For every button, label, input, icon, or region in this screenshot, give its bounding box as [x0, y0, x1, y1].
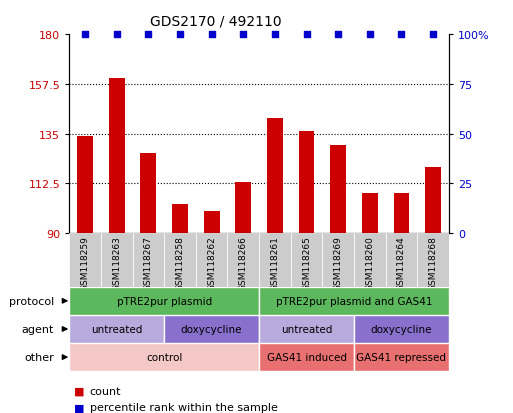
Text: pTRE2pur plasmid and GAS41: pTRE2pur plasmid and GAS41: [275, 296, 432, 306]
Text: GSM118264: GSM118264: [397, 236, 406, 291]
Text: count: count: [90, 386, 121, 396]
Text: percentile rank within the sample: percentile rank within the sample: [90, 402, 278, 412]
Point: [113, 32, 121, 38]
Bar: [267, 119, 283, 233]
Point: [207, 32, 215, 38]
Bar: [417, 233, 449, 287]
Text: ■: ■: [74, 402, 85, 412]
Bar: [259, 233, 291, 287]
Text: GAS41 induced: GAS41 induced: [267, 352, 346, 362]
Text: GSM118260: GSM118260: [365, 236, 374, 291]
Bar: [330, 145, 346, 233]
Bar: [141, 154, 156, 233]
Bar: [77, 136, 93, 233]
Bar: [354, 343, 449, 371]
Text: doxycycline: doxycycline: [181, 324, 242, 334]
Bar: [362, 194, 378, 233]
Bar: [235, 183, 251, 233]
Text: GSM118269: GSM118269: [333, 236, 343, 291]
Bar: [386, 233, 417, 287]
Bar: [425, 167, 441, 233]
Point: [176, 32, 184, 38]
Bar: [69, 287, 259, 315]
Point: [81, 32, 89, 38]
Point: [397, 32, 405, 38]
Text: control: control: [146, 352, 182, 362]
Text: GSM118266: GSM118266: [239, 236, 248, 291]
Bar: [101, 233, 132, 287]
Text: GSM118263: GSM118263: [112, 236, 121, 291]
Bar: [259, 287, 449, 315]
Bar: [164, 233, 196, 287]
Text: GSM118262: GSM118262: [207, 236, 216, 291]
Bar: [172, 205, 188, 233]
Point: [144, 32, 152, 38]
Text: agent: agent: [22, 324, 54, 334]
Point: [366, 32, 374, 38]
Text: GSM118261: GSM118261: [270, 236, 280, 291]
Point: [271, 32, 279, 38]
Bar: [109, 79, 125, 233]
Bar: [291, 233, 322, 287]
Point: [429, 32, 437, 38]
Text: doxycycline: doxycycline: [371, 324, 432, 334]
Bar: [227, 233, 259, 287]
Bar: [299, 132, 314, 233]
Bar: [69, 343, 259, 371]
Bar: [132, 233, 164, 287]
Bar: [354, 233, 386, 287]
Text: untreated: untreated: [281, 324, 332, 334]
Text: untreated: untreated: [91, 324, 143, 334]
Bar: [259, 343, 354, 371]
Point: [334, 32, 342, 38]
Point: [239, 32, 247, 38]
Bar: [322, 233, 354, 287]
Text: GAS41 repressed: GAS41 repressed: [357, 352, 446, 362]
Text: GSM118265: GSM118265: [302, 236, 311, 291]
Bar: [204, 211, 220, 233]
Bar: [69, 315, 164, 343]
Text: GDS2170 / 492110: GDS2170 / 492110: [150, 14, 281, 28]
Text: protocol: protocol: [9, 296, 54, 306]
Bar: [259, 315, 354, 343]
Bar: [393, 194, 409, 233]
Bar: [164, 315, 259, 343]
Text: other: other: [24, 352, 54, 362]
Text: GSM118267: GSM118267: [144, 236, 153, 291]
Text: GSM118268: GSM118268: [428, 236, 438, 291]
Point: [302, 32, 310, 38]
Text: GSM118258: GSM118258: [175, 236, 185, 291]
Bar: [196, 233, 227, 287]
Text: pTRE2pur plasmid: pTRE2pur plasmid: [116, 296, 212, 306]
Text: GSM118259: GSM118259: [81, 236, 90, 291]
Text: ■: ■: [74, 386, 85, 396]
Bar: [354, 315, 449, 343]
Bar: [69, 233, 101, 287]
